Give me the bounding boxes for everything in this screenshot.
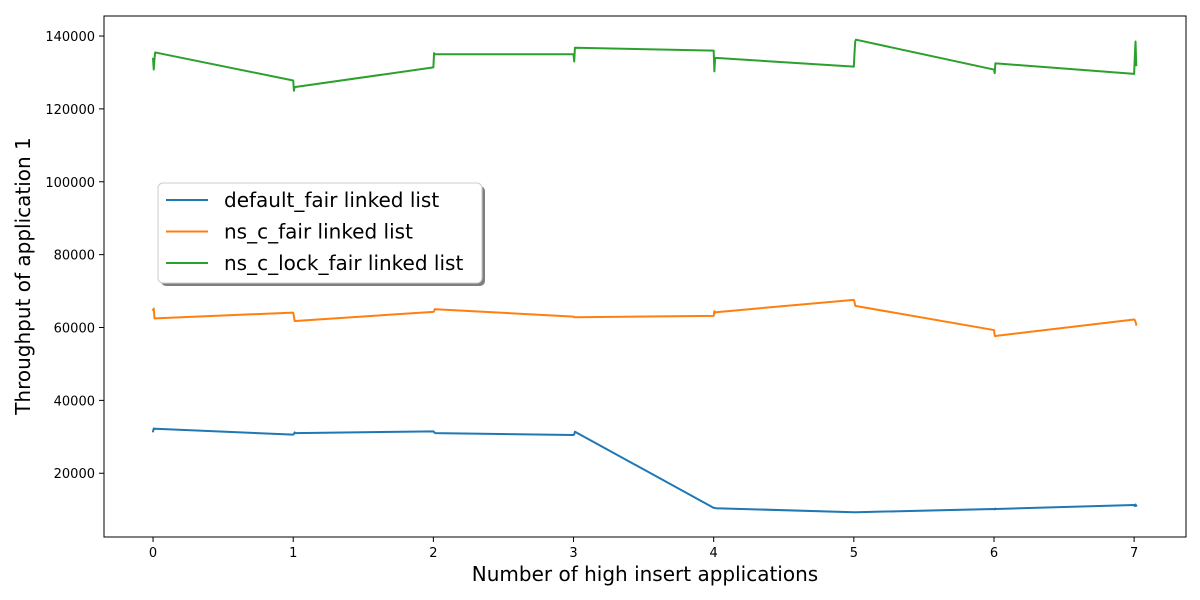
x-tick-label: 1 [289, 546, 297, 561]
legend-box [157, 182, 483, 284]
legend: default_fair linked list ns_c_fair linked… [157, 182, 485, 286]
plot-frame [103, 15, 1187, 538]
y-tick-label: 120000 [45, 103, 95, 118]
y-tick-label: 20000 [54, 467, 95, 482]
legend-label-1: ns_c_fair linked list [224, 220, 413, 244]
x-tick-label: 5 [850, 546, 858, 561]
legend-label-0: default_fair linked list [224, 188, 439, 212]
y-tick-label: 80000 [54, 249, 95, 264]
series-line-0 [151, 427, 1138, 514]
x-tick-label: 2 [429, 546, 437, 561]
x-axis: 0 1 2 3 4 5 6 7 [149, 537, 1138, 561]
x-tick-label: 6 [990, 546, 998, 561]
x-tick-label: 3 [569, 546, 577, 561]
series-layer [151, 38, 1138, 514]
x-axis-label: Number of high insert applications [472, 562, 818, 586]
y-tick-label: 60000 [54, 322, 95, 337]
y-tick-label: 40000 [54, 394, 95, 409]
x-tick-label: 4 [710, 546, 718, 561]
legend-entries: default_fair linked list ns_c_fair linked… [166, 188, 463, 275]
y-axis-label: Throughput of application 1 [11, 137, 35, 416]
legend-label-2: ns_c_lock_fair linked list [224, 251, 463, 275]
series-line-2 [151, 38, 1138, 92]
x-tick-label: 7 [1130, 546, 1138, 561]
x-tick-label: 0 [149, 546, 157, 561]
series-line-1 [151, 298, 1138, 338]
y-axis: 20000 40000 60000 80000 100000 120000 140000 [45, 30, 104, 482]
y-tick-label: 100000 [45, 176, 95, 191]
y-tick-label: 140000 [45, 30, 95, 45]
